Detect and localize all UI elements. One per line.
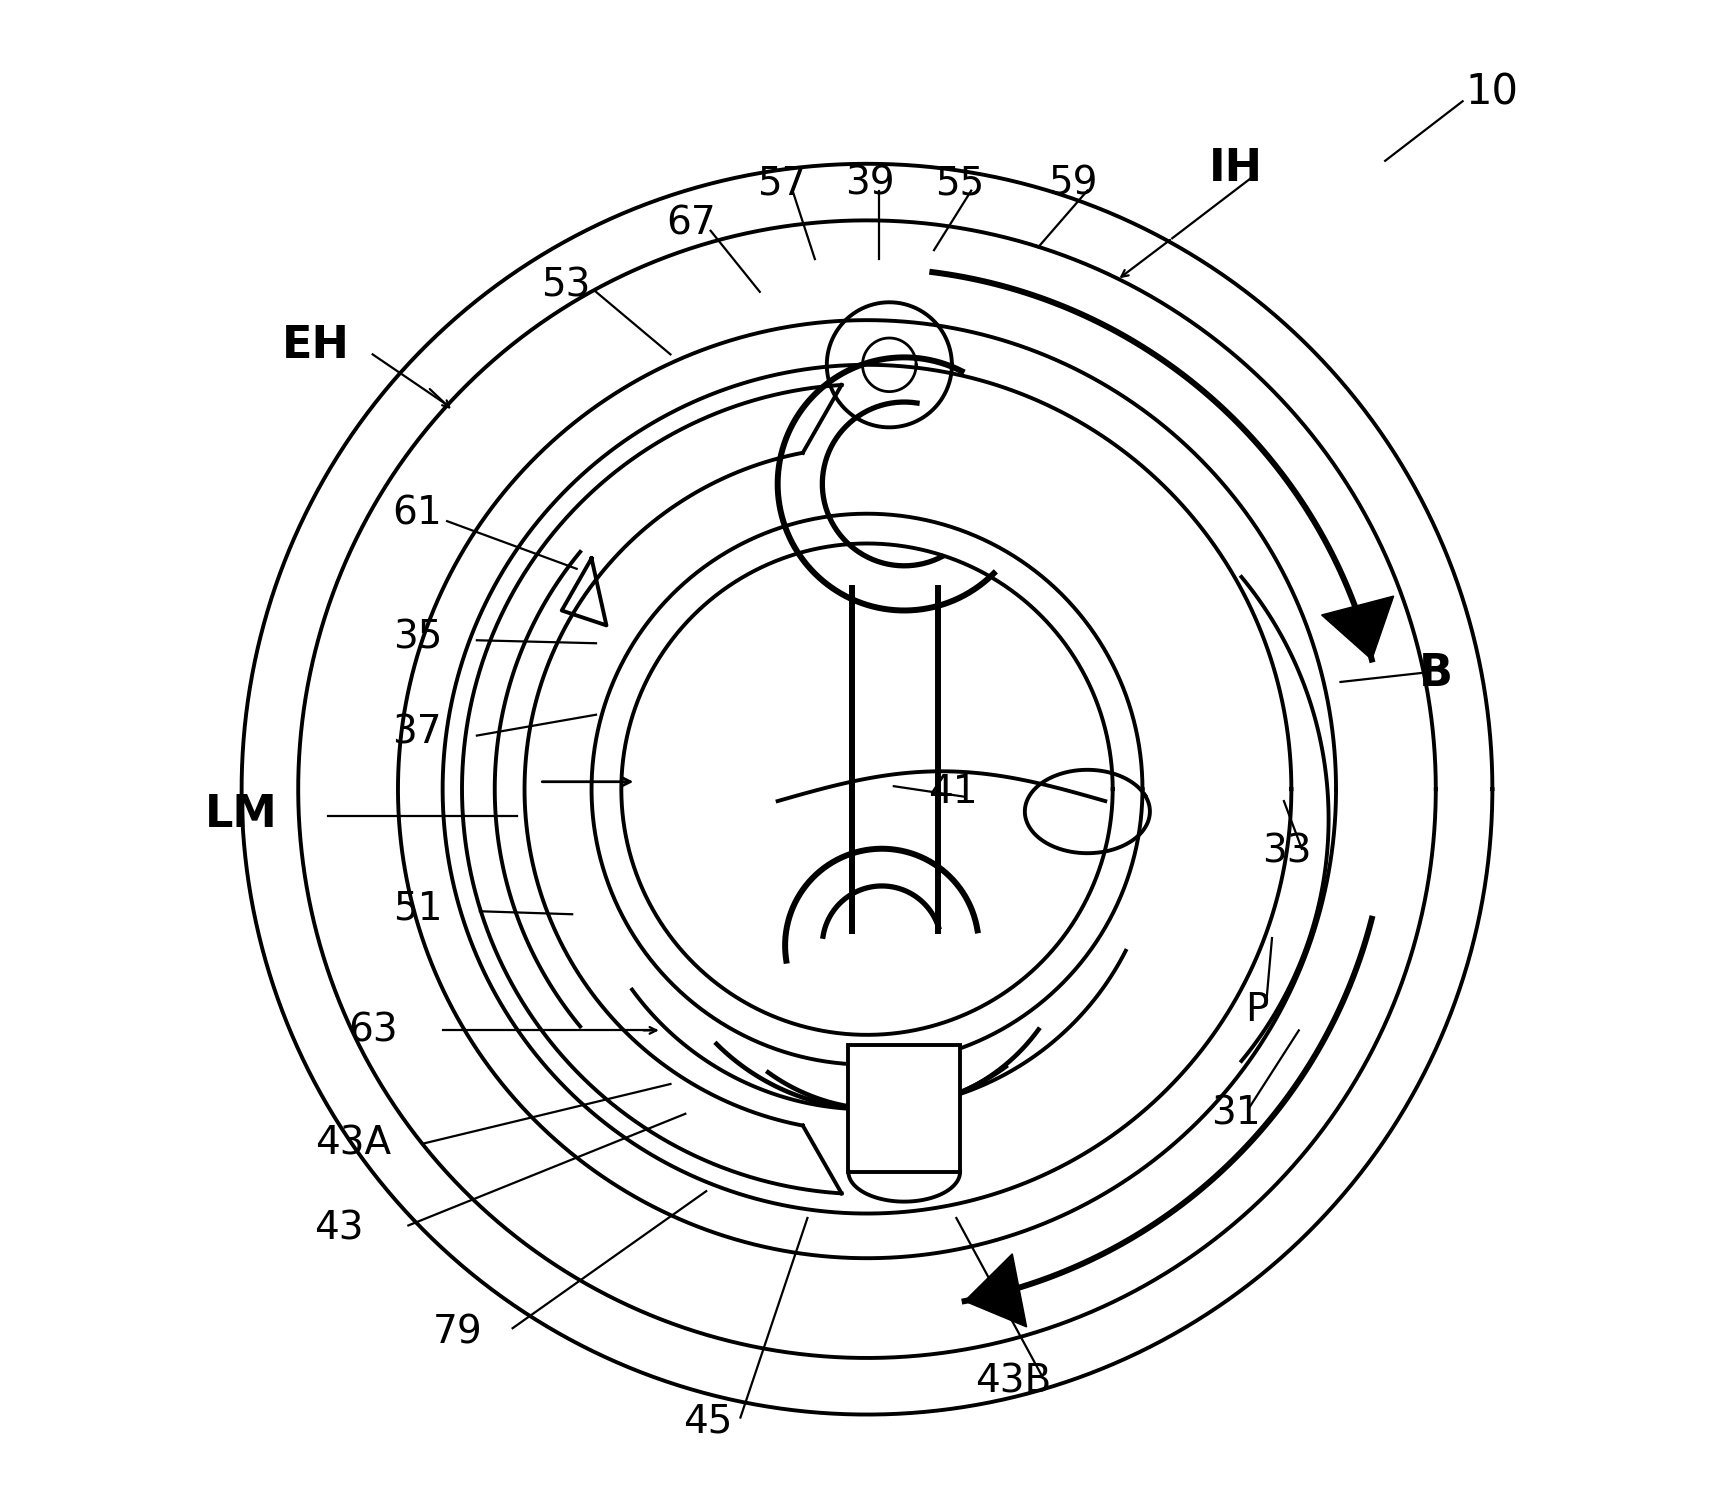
- Polygon shape: [1321, 596, 1394, 660]
- Text: 59: 59: [1047, 164, 1098, 203]
- Text: B: B: [1418, 652, 1453, 694]
- Text: 79: 79: [434, 1313, 482, 1352]
- Text: 37: 37: [392, 713, 442, 752]
- Text: 41: 41: [928, 773, 978, 812]
- Text: LM: LM: [205, 794, 277, 835]
- Text: 63: 63: [349, 1011, 397, 1050]
- Polygon shape: [964, 1254, 1027, 1327]
- Text: 10: 10: [1465, 71, 1519, 113]
- Text: 61: 61: [392, 494, 442, 533]
- Text: 43A: 43A: [316, 1124, 392, 1163]
- Text: 55: 55: [935, 164, 983, 203]
- Text: 43B: 43B: [975, 1362, 1051, 1401]
- Text: P: P: [1245, 990, 1269, 1029]
- Text: 39: 39: [844, 164, 895, 203]
- Text: 33: 33: [1262, 832, 1311, 871]
- Bar: [848, 1045, 961, 1172]
- Text: 51: 51: [392, 889, 442, 928]
- Text: 53: 53: [541, 267, 591, 305]
- Text: 31: 31: [1212, 1094, 1261, 1133]
- Text: IH: IH: [1209, 147, 1264, 189]
- Text: 67: 67: [666, 204, 716, 243]
- Text: EH: EH: [283, 325, 350, 366]
- Text: 57: 57: [758, 164, 806, 203]
- Text: 45: 45: [683, 1403, 732, 1441]
- Text: 35: 35: [392, 618, 442, 657]
- Text: 43: 43: [314, 1209, 362, 1248]
